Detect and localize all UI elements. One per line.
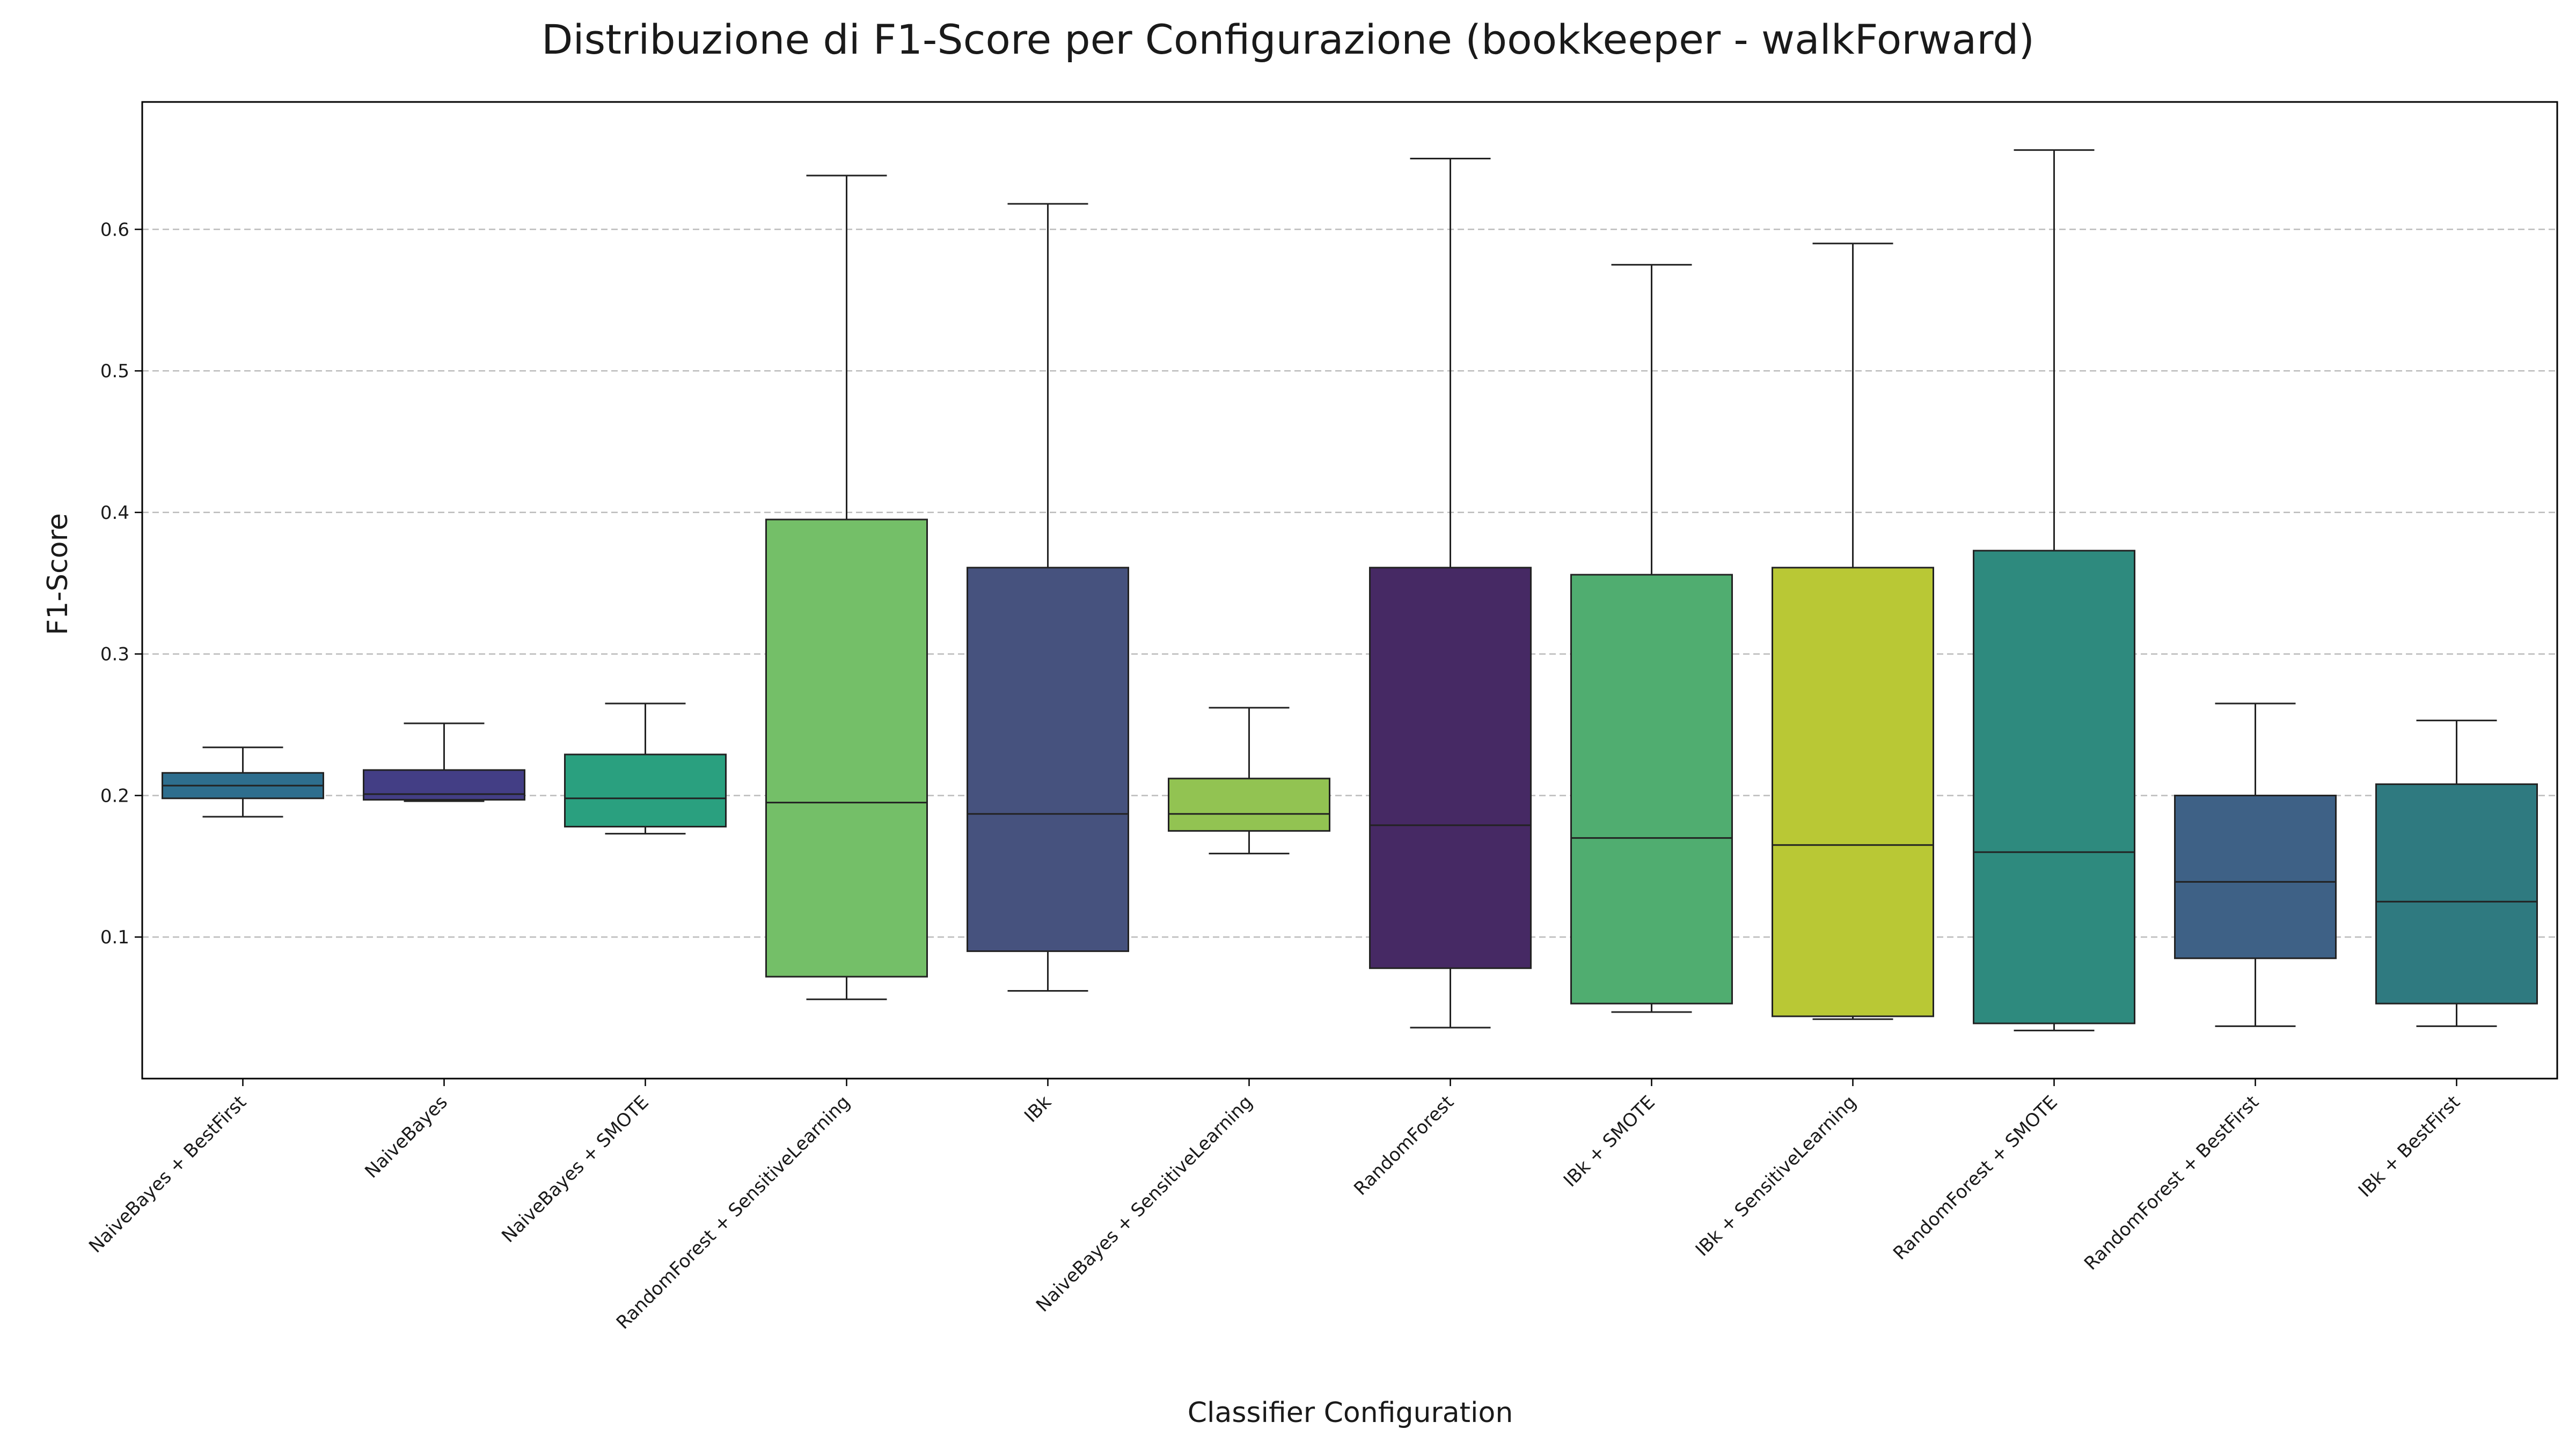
box-group bbox=[1973, 149, 2135, 1031]
box-group bbox=[2174, 702, 2337, 1027]
x-tick-label: NaiveBayes + BestFirst bbox=[85, 1091, 251, 1257]
gridlines bbox=[142, 229, 2557, 938]
x-tick-label: RandomForest bbox=[1350, 1091, 1458, 1200]
box-iqr bbox=[2375, 783, 2538, 1005]
box-iqr bbox=[564, 753, 727, 827]
box-group bbox=[1570, 263, 1733, 1013]
x-tick-label: IBk + SensitiveLearning bbox=[1692, 1091, 1861, 1261]
x-tick-label: RandomForest + SMOTE bbox=[1889, 1091, 2062, 1264]
box-group bbox=[564, 702, 727, 835]
box-group bbox=[967, 203, 1129, 992]
x-tick-label: NaiveBayes + SMOTE bbox=[497, 1091, 653, 1247]
box-group bbox=[2375, 720, 2538, 1027]
box-group bbox=[1772, 243, 1934, 1020]
axes: 0.1 0.2 0.3 0.4 0.5 0.6 NaiveBayes + BestFirst… bbox=[85, 101, 2558, 1333]
y-tick-label: 0.6 bbox=[100, 219, 129, 240]
y-tick-label: 0.1 bbox=[100, 927, 129, 948]
y-tick-label: 0.4 bbox=[100, 502, 129, 524]
box-group bbox=[363, 722, 525, 802]
box-iqr bbox=[967, 567, 1129, 952]
plot-frame bbox=[141, 101, 2558, 1080]
box-iqr bbox=[1973, 549, 2135, 1024]
x-tick-label: RandomForest + SensitiveLearning bbox=[612, 1091, 854, 1333]
box-iqr bbox=[2174, 794, 2337, 959]
x-axis-label: Classifier Configuration bbox=[1188, 1397, 1513, 1429]
boxes-layer bbox=[162, 149, 2538, 1031]
y-tick-label: 0.3 bbox=[100, 644, 129, 665]
box-iqr bbox=[1772, 567, 1934, 1017]
y-tick-label: 0.5 bbox=[100, 361, 129, 382]
chart-title: Distribuzione di F1-Score per Configuraz… bbox=[541, 16, 2035, 63]
box-iqr bbox=[1369, 567, 1532, 969]
box-iqr bbox=[765, 518, 928, 978]
x-tick-label: NaiveBayes bbox=[361, 1091, 451, 1182]
y-tick-label: 0.2 bbox=[100, 785, 129, 807]
y-axis-label: F1-Score bbox=[42, 513, 74, 635]
x-tick-label: IBk bbox=[1020, 1091, 1056, 1127]
box-iqr bbox=[363, 769, 525, 801]
box-group bbox=[765, 174, 928, 1000]
box-group bbox=[162, 746, 324, 818]
box-iqr bbox=[1168, 778, 1330, 832]
box-group bbox=[1168, 707, 1330, 855]
x-tick-label: IBk + BestFirst bbox=[2354, 1091, 2464, 1201]
box-group bbox=[1369, 158, 1532, 1029]
box-iqr bbox=[1570, 574, 1733, 1005]
x-tick-label: IBk + SMOTE bbox=[1560, 1091, 1659, 1191]
x-tick-label: RandomForest + BestFirst bbox=[2080, 1091, 2263, 1274]
x-tick-label: NaiveBayes + SensitiveLearning bbox=[1032, 1091, 1257, 1316]
